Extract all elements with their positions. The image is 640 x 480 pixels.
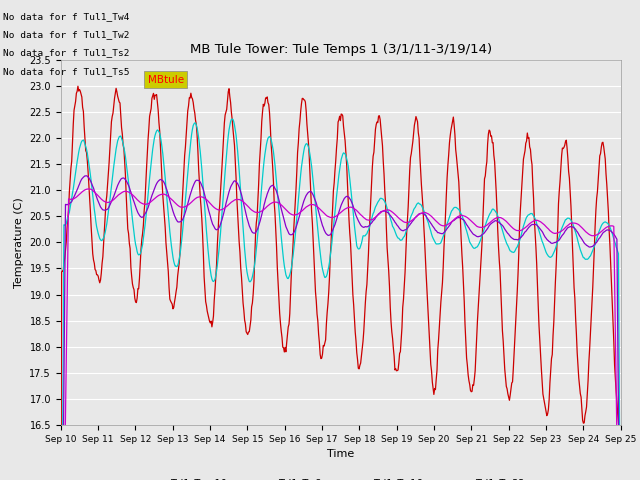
Legend: Tul1_Tw+10cm, Tul1_Ts-8cm, Tul1_Ts-16cm, Tul1_Ts-32cm: Tul1_Tw+10cm, Tul1_Ts-8cm, Tul1_Ts-16cm,… xyxy=(138,474,543,480)
Text: No data for f Tul1_Ts5: No data for f Tul1_Ts5 xyxy=(3,67,130,76)
Y-axis label: Temperature (C): Temperature (C) xyxy=(14,197,24,288)
X-axis label: Time: Time xyxy=(327,449,355,459)
Text: No data for f Tul1_Tw2: No data for f Tul1_Tw2 xyxy=(3,30,130,39)
Title: MB Tule Tower: Tule Temps 1 (3/1/11-3/19/14): MB Tule Tower: Tule Temps 1 (3/1/11-3/19… xyxy=(189,43,492,56)
Text: MBtule: MBtule xyxy=(148,74,184,84)
Text: No data for f Tul1_Tw4: No data for f Tul1_Tw4 xyxy=(3,12,130,21)
Text: No data for f Tul1_Ts2: No data for f Tul1_Ts2 xyxy=(3,48,130,58)
